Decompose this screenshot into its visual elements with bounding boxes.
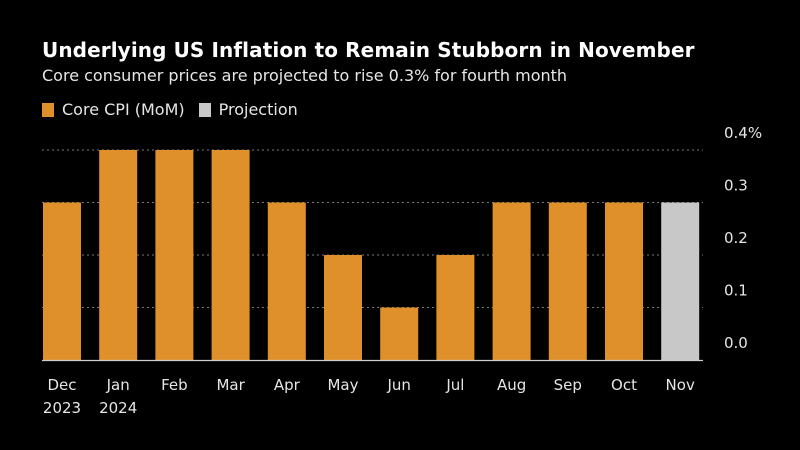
x-tick-label: Apr <box>274 376 301 394</box>
bar-apr <box>267 202 306 360</box>
x-tick-label: Jun <box>386 376 410 394</box>
bar-dec <box>43 202 81 360</box>
bar-jun <box>380 307 419 360</box>
bar-mar <box>211 150 250 360</box>
x-tick-label: Nov <box>666 376 695 394</box>
bar-sep <box>548 202 587 360</box>
y-tick-label: 0.0 <box>724 334 748 352</box>
bar-nov <box>661 202 700 360</box>
y-axis-tick-labels: 0.0 0.1 0.2 0.3 0.4% <box>724 124 762 352</box>
bar-aug <box>492 202 531 360</box>
x-tick-year-label: 2024 <box>99 399 137 417</box>
gridlines <box>42 149 703 308</box>
y-tick-label: 0.4% <box>724 124 762 142</box>
legend-item-projection: Projection <box>198 100 298 119</box>
y-tick-label: 0.3 <box>724 177 748 195</box>
bars <box>43 150 700 360</box>
x-tick-label: Oct <box>611 376 637 394</box>
chart-legend: Core CPI (MoM) Projection <box>42 100 312 119</box>
legend-swatch-projection <box>198 102 211 117</box>
chart-subtitle: Core consumer prices are projected to ri… <box>42 66 568 85</box>
bar-jan <box>99 150 138 360</box>
legend-label-core-cpi: Core CPI (MoM) <box>62 100 185 119</box>
x-tick-label: Mar <box>216 376 245 394</box>
x-tick-label: Dec <box>47 376 76 394</box>
bar-oct <box>605 202 643 360</box>
legend-item-core-cpi: Core CPI (MoM) <box>42 100 185 119</box>
x-tick-label: Jan <box>106 376 130 394</box>
legend-label-projection: Projection <box>218 100 298 119</box>
bar-feb <box>155 150 194 360</box>
y-tick-label: 0.2 <box>724 229 748 247</box>
bar-jul <box>436 255 475 360</box>
x-tick-label: Jul <box>445 376 464 394</box>
x-tick-label: Aug <box>497 376 526 394</box>
x-tick-label: Feb <box>161 376 188 394</box>
x-axis-tick-labels: Dec 2023 Jan 2024 Feb Mar Apr May Jun Jul Aug Sep Oc… <box>43 376 695 417</box>
x-tick-label: May <box>327 376 358 394</box>
legend-swatch-core-cpi <box>42 102 54 117</box>
y-tick-label: 0.1 <box>724 282 748 300</box>
chart-title: Underlying US Inflation to Remain Stubbo… <box>42 38 695 62</box>
x-tick-year-label: 2023 <box>43 399 81 417</box>
bar-may <box>324 255 362 360</box>
x-tick-label: Sep <box>554 376 582 394</box>
